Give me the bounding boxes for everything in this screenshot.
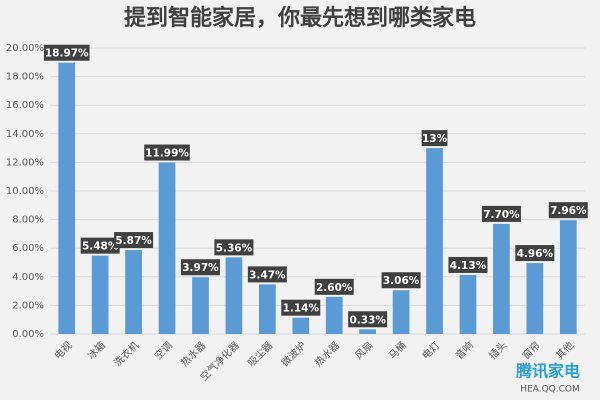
value-label: 4.96% bbox=[517, 248, 554, 260]
y-tick-label: 14.00% bbox=[6, 129, 44, 140]
value-label: 2.60% bbox=[316, 282, 353, 294]
y-tick-label: 8.00% bbox=[12, 215, 44, 226]
bar bbox=[459, 274, 477, 334]
y-tick-label: 12.00% bbox=[6, 157, 44, 168]
value-label-box bbox=[548, 202, 588, 219]
bar bbox=[91, 255, 109, 334]
value-label: 5.87% bbox=[115, 235, 152, 247]
value-label-box bbox=[247, 266, 287, 283]
value-label: 1.14% bbox=[283, 303, 320, 315]
value-label: 5.36% bbox=[216, 242, 253, 254]
value-label: 5.48% bbox=[82, 241, 119, 253]
value-label: 11.99% bbox=[145, 148, 189, 160]
value-label-box bbox=[43, 44, 90, 61]
value-label: 3.06% bbox=[383, 275, 420, 287]
value-label-box bbox=[481, 205, 521, 222]
value-label: 0.33% bbox=[349, 314, 386, 326]
chart-title: 提到智能家居，你最先想到哪类家电 bbox=[124, 5, 476, 31]
value-label: 18.97% bbox=[45, 48, 89, 60]
bar bbox=[58, 62, 76, 334]
value-label-box bbox=[114, 232, 154, 249]
bar bbox=[192, 277, 209, 334]
bar bbox=[559, 220, 577, 334]
watermark-url: HEA.QQ.COM bbox=[520, 385, 579, 395]
value-label: 13% bbox=[422, 133, 448, 145]
y-tick-label: 4.00% bbox=[12, 272, 44, 283]
value-label-box bbox=[348, 311, 388, 328]
bar bbox=[359, 329, 377, 334]
value-label: 7.70% bbox=[483, 209, 520, 221]
value-label: 7.96% bbox=[550, 205, 587, 217]
bar bbox=[526, 263, 544, 334]
value-label: 3.47% bbox=[249, 269, 286, 281]
y-tick-label: 20.00% bbox=[6, 43, 44, 54]
value-label-box bbox=[381, 272, 421, 289]
value-label-box bbox=[421, 130, 448, 147]
watermark-brand: 腾讯家电 bbox=[516, 362, 580, 381]
value-label-box bbox=[180, 259, 220, 276]
bar bbox=[325, 296, 343, 334]
value-label-box bbox=[214, 239, 254, 256]
y-tick-label: 10.00% bbox=[6, 186, 44, 197]
value-label: 4.13% bbox=[450, 260, 487, 272]
y-tick-label: 2.00% bbox=[12, 300, 44, 311]
bar bbox=[392, 290, 410, 334]
value-label-box bbox=[80, 237, 120, 254]
y-tick-label: 18.00% bbox=[6, 72, 44, 83]
bar bbox=[158, 162, 176, 334]
y-tick-label: 6.00% bbox=[12, 243, 44, 254]
value-label-box bbox=[144, 144, 190, 161]
value-label: 3.97% bbox=[182, 262, 219, 274]
bar bbox=[493, 223, 510, 334]
value-label-box bbox=[515, 245, 555, 262]
bar bbox=[292, 317, 310, 334]
value-label-box bbox=[448, 256, 488, 273]
bar bbox=[225, 257, 243, 334]
bar bbox=[426, 148, 443, 334]
bar bbox=[258, 284, 276, 334]
value-label-box bbox=[281, 299, 321, 316]
bar bbox=[125, 250, 142, 334]
value-label-box bbox=[314, 278, 354, 295]
y-tick-label: 0.00% bbox=[12, 329, 44, 340]
y-tick-label: 16.00% bbox=[6, 100, 44, 111]
